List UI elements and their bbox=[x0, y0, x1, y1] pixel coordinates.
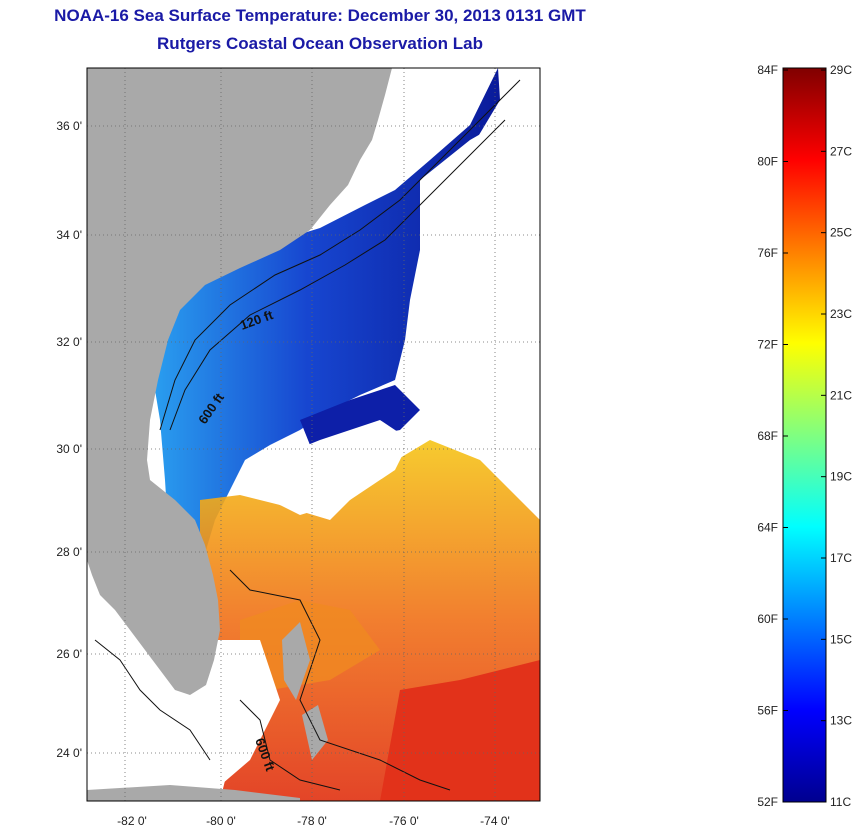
contour-line bbox=[169, 119, 506, 431]
lon-tick-label: -76 0' bbox=[389, 814, 419, 828]
island bbox=[282, 622, 310, 700]
contour-line bbox=[94, 639, 211, 761]
lon-tick-label: -74 0' bbox=[480, 814, 510, 828]
lon-tick-label: -82 0' bbox=[117, 814, 147, 828]
lon-axis: -82 0' -80 0' -78 0' -76 0' -74 0' bbox=[117, 814, 510, 828]
lat-tick-label: 24 0' bbox=[56, 746, 82, 760]
lon-tick-label: -80 0' bbox=[206, 814, 236, 828]
land-mass bbox=[87, 68, 392, 695]
cloud-mask-sw bbox=[200, 640, 280, 790]
cold-water-band bbox=[150, 68, 500, 570]
lat-tick-label: 28 0' bbox=[56, 545, 82, 559]
island bbox=[302, 705, 328, 760]
warm-water-south bbox=[380, 660, 540, 801]
lat-tick-label: 34 0' bbox=[56, 228, 82, 242]
map-frame bbox=[86, 67, 541, 802]
chart-subtitle: Rutgers Coastal Ocean Observation Lab bbox=[157, 34, 483, 53]
lon-tick-label: -78 0' bbox=[297, 814, 327, 828]
lat-tick-label: 30 0' bbox=[56, 442, 82, 456]
lat-axis: 36 0' 34 0' 32 0' 30 0' 28 0' 26 0' 24 0… bbox=[56, 119, 82, 760]
map-image bbox=[87, 68, 540, 801]
lat-tick-label: 32 0' bbox=[56, 335, 82, 349]
island bbox=[87, 785, 300, 801]
cloud-mask-central bbox=[270, 420, 410, 515]
contour-line bbox=[239, 699, 341, 791]
lat-tick-label: 26 0' bbox=[56, 647, 82, 661]
contour-line bbox=[229, 569, 451, 791]
contour-line bbox=[159, 79, 521, 431]
chart-title: NOAA-16 Sea Surface Temperature: Decembe… bbox=[54, 6, 586, 25]
warm-water-patch bbox=[240, 600, 380, 690]
lat-tick-label: 36 0' bbox=[56, 119, 82, 133]
